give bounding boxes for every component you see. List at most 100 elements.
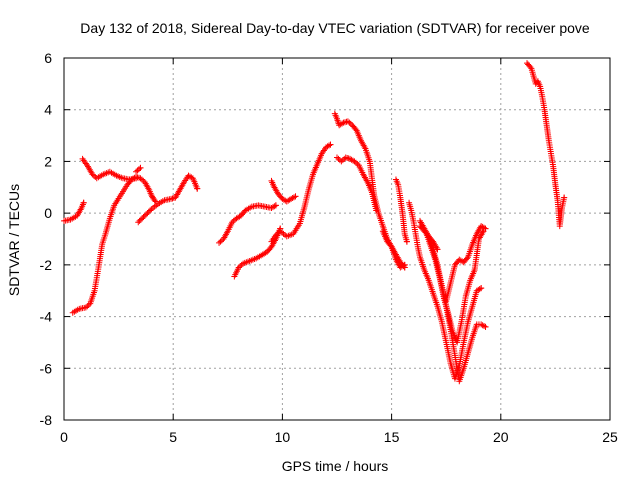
data-point xyxy=(481,323,488,330)
data-point xyxy=(237,263,244,270)
data-point xyxy=(481,224,488,231)
data-point xyxy=(141,212,148,219)
data-point xyxy=(354,161,361,168)
data-series-track xyxy=(524,60,568,230)
data-point xyxy=(133,175,140,182)
data-point xyxy=(82,304,89,311)
data-series-track xyxy=(268,141,334,245)
plot-frame xyxy=(63,57,611,421)
data-point xyxy=(272,232,279,239)
data-point xyxy=(351,158,358,165)
data-point xyxy=(84,303,91,310)
data-point xyxy=(133,168,140,175)
data-point xyxy=(271,203,278,210)
data-point xyxy=(143,211,150,218)
data-point xyxy=(478,285,485,292)
data-series-track xyxy=(216,202,279,246)
data-point xyxy=(291,194,298,201)
data-point xyxy=(403,238,410,245)
data-point xyxy=(352,159,359,166)
data-point xyxy=(346,119,353,126)
data-point xyxy=(151,197,158,204)
data-point xyxy=(325,142,332,149)
data-point xyxy=(335,155,342,162)
data-point xyxy=(292,193,299,200)
data-series-track xyxy=(135,172,201,226)
data-series-track xyxy=(133,164,144,175)
x-tick-label: 0 xyxy=(60,429,68,445)
x-tick-label: 25 xyxy=(602,429,618,445)
data-series-track xyxy=(268,177,299,205)
data-point xyxy=(137,164,144,171)
data-point xyxy=(90,172,97,179)
x-axis-label: GPS time / hours xyxy=(282,458,389,474)
data-point xyxy=(482,323,489,330)
data-point xyxy=(401,261,408,268)
x-tick-label: 20 xyxy=(493,429,509,445)
data-series-track xyxy=(423,228,487,346)
data-point xyxy=(527,64,534,71)
data-point xyxy=(235,264,242,271)
data-point xyxy=(216,239,223,246)
data-point xyxy=(134,167,141,174)
x-tick-label: 15 xyxy=(384,429,400,445)
y-tick-label: 6 xyxy=(44,50,52,66)
data-point xyxy=(344,118,351,125)
data-point xyxy=(334,154,340,161)
y-tick-label: 4 xyxy=(44,102,52,118)
data-series-track xyxy=(79,155,140,183)
data-series-track xyxy=(392,176,410,245)
chart-title: Day 132 of 2018, Sidereal Day-to-day VTE… xyxy=(80,20,590,36)
data-point xyxy=(347,120,354,127)
data-point xyxy=(147,207,154,214)
data-point xyxy=(148,192,155,199)
data-point xyxy=(136,217,143,224)
data-series-track xyxy=(61,199,87,224)
data-point xyxy=(80,199,87,206)
data-point xyxy=(338,158,345,165)
data-point xyxy=(327,141,334,148)
data-series-track xyxy=(443,223,489,305)
data-point xyxy=(194,185,201,192)
data-point xyxy=(137,216,144,223)
data-point xyxy=(387,242,394,249)
y-tick-label: -8 xyxy=(40,412,53,428)
data-point xyxy=(463,255,470,262)
data-point xyxy=(400,262,407,269)
x-tick-label: 5 xyxy=(169,429,177,445)
y-tick-label: 2 xyxy=(44,153,52,169)
data-point xyxy=(272,202,279,209)
grid-lines xyxy=(64,58,610,420)
data-series-track xyxy=(69,173,159,316)
data-point xyxy=(373,207,380,214)
data-series-track xyxy=(334,154,380,214)
data-point xyxy=(89,171,96,178)
data-point xyxy=(482,225,489,232)
data-point xyxy=(135,219,142,226)
y-tick-label: 0 xyxy=(44,205,52,221)
y-tick-label: -6 xyxy=(40,360,53,376)
x-tick-label: 10 xyxy=(275,429,291,445)
data-point xyxy=(229,219,236,226)
data-point xyxy=(434,246,441,253)
data-series-track xyxy=(416,223,441,253)
data-series-track xyxy=(406,199,485,382)
data-point xyxy=(339,157,346,164)
data-point xyxy=(145,208,152,215)
data-point xyxy=(352,126,359,133)
data-point xyxy=(339,120,346,127)
data-point xyxy=(140,214,147,221)
y-tick-label: -4 xyxy=(40,309,53,325)
y-axis-label: SDTVAR / TECUs xyxy=(6,184,22,296)
data-point xyxy=(476,285,483,292)
data-points xyxy=(61,60,568,385)
data-point xyxy=(274,230,281,237)
data-series-track xyxy=(379,228,408,271)
data-point xyxy=(230,217,237,224)
data-point xyxy=(144,210,151,217)
data-point xyxy=(138,176,145,183)
axis-ticks: 0 5 10 15 20 25 -8 -6 -4 -2 0 2 4 6 xyxy=(40,50,618,445)
data-point xyxy=(85,301,92,308)
y-tick-label: -2 xyxy=(40,257,53,273)
